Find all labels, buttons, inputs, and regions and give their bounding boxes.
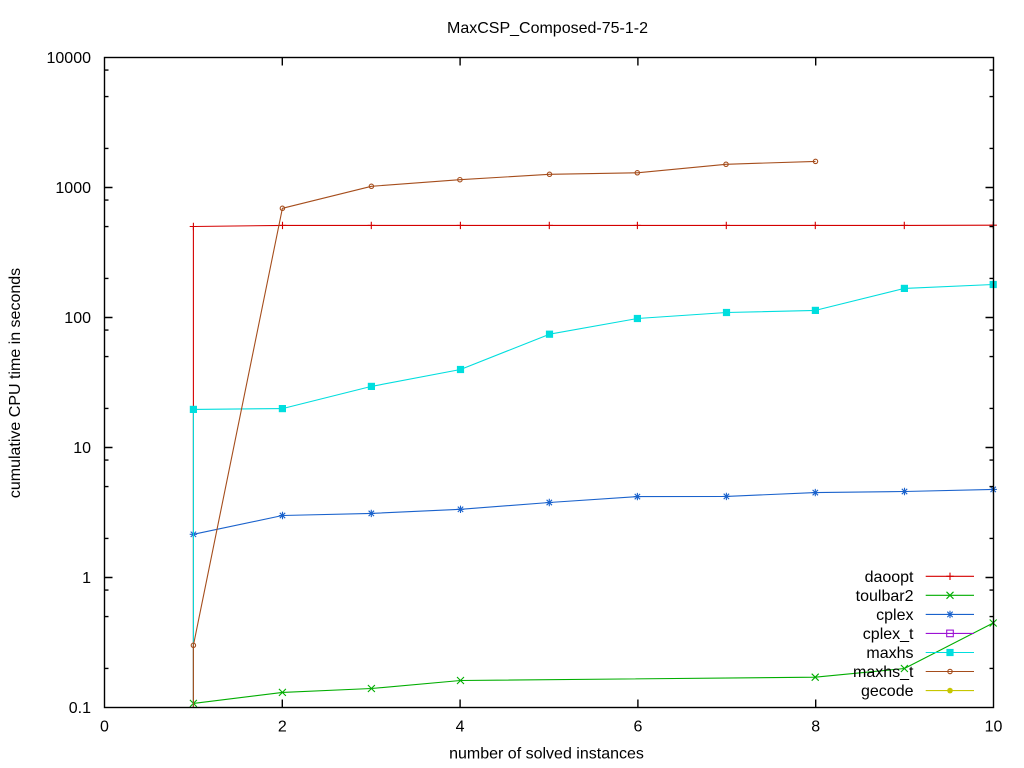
svg-text:10: 10 (985, 719, 1003, 736)
svg-text:100: 100 (64, 310, 91, 327)
svg-text:0.1: 0.1 (69, 700, 91, 717)
svg-text:cplex: cplex (876, 607, 913, 624)
svg-text:maxhs_t: maxhs_t (853, 664, 914, 681)
svg-text:0: 0 (100, 719, 109, 736)
svg-text:10: 10 (73, 440, 91, 457)
svg-text:10000: 10000 (47, 50, 92, 67)
svg-text:6: 6 (633, 719, 642, 736)
svg-text:1: 1 (82, 570, 91, 587)
svg-text:daoopt: daoopt (865, 569, 914, 586)
svg-text:number of solved instances: number of solved instances (449, 746, 644, 763)
svg-text:8: 8 (811, 719, 820, 736)
svg-text:2: 2 (278, 719, 287, 736)
svg-text:MaxCSP_Composed-75-1-2: MaxCSP_Composed-75-1-2 (447, 20, 648, 37)
svg-text:1000: 1000 (55, 180, 91, 197)
svg-text:maxhs: maxhs (866, 645, 913, 662)
svg-text:4: 4 (456, 719, 465, 736)
svg-text:cumulative CPU time in seconds: cumulative CPU time in seconds (7, 268, 24, 498)
svg-text:cplex_t: cplex_t (863, 626, 914, 643)
svg-text:gecode: gecode (861, 683, 914, 700)
svg-text:toulbar2: toulbar2 (856, 588, 914, 605)
